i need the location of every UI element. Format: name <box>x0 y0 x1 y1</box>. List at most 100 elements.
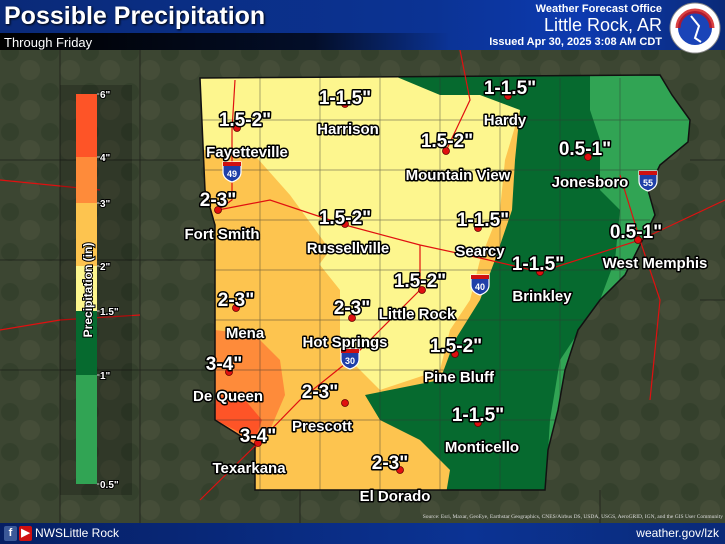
legend-title: Precipitation (in) <box>81 243 95 338</box>
legend: Precipitation (in) 6" 4" 3" 2" 1.5" 1" 0.5" <box>60 85 132 495</box>
location-pine-bluff: 1.5-2" Pine Bluff <box>423 335 497 388</box>
city-dot-icon <box>348 314 356 322</box>
area-4-6 <box>215 395 262 440</box>
legend-tick-label: 1.5" <box>100 307 119 318</box>
precip-amount: 0.5-1" <box>610 222 662 243</box>
precip-amount: 3-4" <box>206 354 242 375</box>
location-harrison: 1-1.5" Harrison <box>316 87 381 140</box>
legend-bin-2-3 <box>76 203 97 266</box>
city-dot-icon <box>474 224 482 232</box>
legend-tick-label: 1" <box>100 371 111 382</box>
subtitle-bar <box>0 33 450 50</box>
city-dot-icon <box>584 153 592 161</box>
interstate-number: 49 <box>227 169 237 179</box>
legend-bin-1-1.5 <box>76 311 97 375</box>
location-fayetteville: 1.5-2" Fayetteville <box>205 109 290 163</box>
location-jonesboro: 0.5-1" Jonesboro <box>550 138 630 193</box>
precip-amount: 2-3" <box>200 190 236 211</box>
city-dot-icon <box>536 268 544 276</box>
legend-bin-3-4 <box>76 157 97 203</box>
location-prescott: 2-3" Prescott <box>290 381 353 437</box>
precip-amount: 1-1.5" <box>457 210 509 231</box>
city-name: Prescott <box>292 418 352 435</box>
city-name: Jonesboro <box>552 174 629 191</box>
city-dot-icon <box>396 466 404 474</box>
city-name: West Memphis <box>603 255 708 272</box>
city-name: Hot Springs <box>303 334 388 351</box>
youtube-icon[interactable]: ▶ <box>19 526 32 541</box>
precip-amount: 1.5-2" <box>394 271 446 292</box>
interstate-number: 30 <box>345 356 355 366</box>
precip-amount: 2-3" <box>372 453 408 474</box>
precip-amount: 1-1.5" <box>484 78 536 99</box>
city-dot-icon <box>341 399 349 407</box>
city-name: Harrison <box>317 121 379 138</box>
website-link[interactable]: weather.gov/lzk <box>636 526 719 540</box>
precip-amount: 2-3" <box>218 290 254 311</box>
city-dot-icon <box>474 419 482 427</box>
city-dot-icon <box>634 236 642 244</box>
city-dot-icon <box>341 100 349 108</box>
location-fort-smith: 2-3" Fort Smith <box>183 189 261 245</box>
office-label: Weather Forecast Office <box>535 3 662 15</box>
city-name: Mountain View <box>406 167 511 184</box>
page-title: Possible Precipitation <box>4 2 266 30</box>
city-name: Mena <box>226 325 265 342</box>
location-west-memphis: 0.5-1" West Memphis <box>601 221 709 274</box>
location-hardy: 1-1.5" Hardy <box>482 77 537 131</box>
legend-tick-label: 0.5" <box>100 480 119 491</box>
location-searcy: 1-1.5" Searcy <box>454 209 511 262</box>
legend-bin-0.5-1 <box>76 375 97 484</box>
interstate-number: 40 <box>475 282 485 292</box>
location-russellville: 1.5-2" Russellville <box>305 207 391 259</box>
location-mena: 2-3" Mena <box>216 289 266 344</box>
facebook-icon[interactable]: f <box>4 526 17 541</box>
legend-tick-label: 4" <box>100 153 111 164</box>
location-hot-springs: 2-3" Hot Springs <box>301 297 389 353</box>
city-dot-icon <box>232 304 240 312</box>
map: Precipitation (in) 6" 4" 3" 2" 1.5" 1" 0.5" 4… <box>0 50 725 523</box>
social-handle[interactable]: NWSLittle Rock <box>35 526 120 540</box>
footer: f ▶ NWSLittle Rock weather.gov/lzk <box>0 523 725 544</box>
location-texarkana: 3-4" Texarkana <box>211 425 288 479</box>
office-city: Little Rock, AR <box>543 15 662 35</box>
city-name: Little Rock <box>379 306 456 323</box>
nws-logo-icon <box>669 2 721 54</box>
city-dot-icon <box>504 92 512 100</box>
city-name: Searcy <box>455 243 505 260</box>
precip-amount: 1-1.5" <box>452 405 504 426</box>
city-name: Fayetteville <box>206 144 288 161</box>
city-dot-icon <box>214 206 222 214</box>
location-mountain-view: 1.5-2" Mountain View <box>404 130 512 186</box>
subtitle: Through Friday <box>4 35 93 50</box>
location-little-rock: 1.5-2" Little Rock <box>377 270 457 325</box>
city-name: Brinkley <box>512 288 572 305</box>
city-name: Texarkana <box>212 460 286 477</box>
interstate-49-shield-icon: 49 <box>222 161 242 183</box>
city-dot-icon <box>418 286 426 294</box>
precip-amount: 3-4" <box>240 426 276 447</box>
interstate-40-shield-icon: 40 <box>470 274 490 296</box>
city-dot-icon <box>341 220 349 228</box>
precip-amount: 1.5-2" <box>421 131 473 152</box>
legend-tick-label: 3" <box>100 199 111 210</box>
city-dot-icon <box>233 124 241 132</box>
precip-amount: 0.5-1" <box>559 139 611 160</box>
precip-amount: 1-1.5" <box>512 254 564 275</box>
city-name: Monticello <box>445 439 519 456</box>
interstate-30-shield-icon: 30 <box>340 348 360 370</box>
county-lines <box>0 50 725 523</box>
precip-amount: 1.5-2" <box>219 110 271 131</box>
city-dot-icon <box>442 147 450 155</box>
issued-time: Issued Apr 30, 2025 3:08 AM CDT <box>489 36 662 48</box>
location-de-queen: 3-4" De Queen <box>191 353 264 407</box>
legend-bin-1.5-2 <box>76 266 97 311</box>
city-name: El Dorado <box>360 488 431 505</box>
interstate-number: 55 <box>643 178 653 188</box>
city-name: Fort Smith <box>185 226 260 243</box>
location-el-dorado: 2-3" El Dorado <box>358 452 432 507</box>
precip-amount: 1-1.5" <box>319 88 371 109</box>
location-brinkley: 1-1.5" Brinkley <box>510 253 573 307</box>
city-dot-icon <box>225 368 233 376</box>
header: Possible Precipitation Through Friday We… <box>0 0 725 54</box>
